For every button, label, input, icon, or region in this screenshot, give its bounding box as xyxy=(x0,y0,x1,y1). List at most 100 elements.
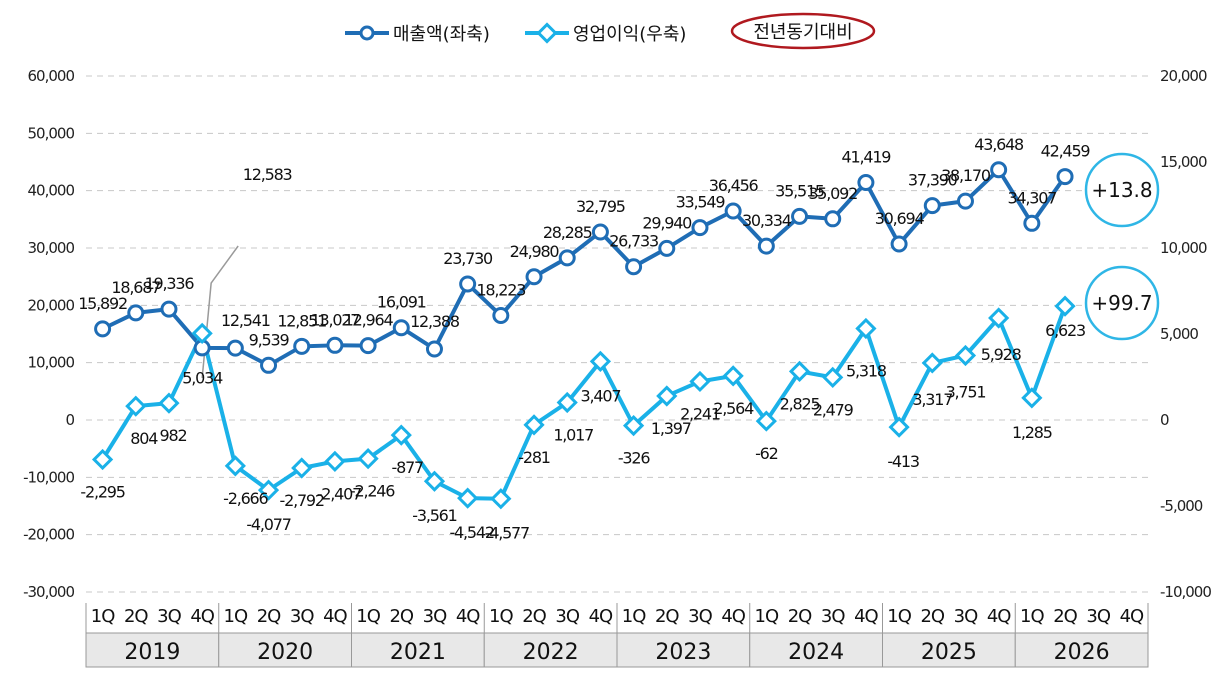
profit-data-label: 2,241 xyxy=(680,404,720,423)
profit-data-label: -4,577 xyxy=(485,524,529,543)
y-left-tick-label: 0 xyxy=(65,411,74,429)
y-left-tick-label: 50,000 xyxy=(28,124,75,142)
year-label: 2026 xyxy=(1054,640,1110,665)
legend-profit-label: 영업이익(우축) xyxy=(573,24,686,45)
revenue-data-label: 35,092 xyxy=(808,184,857,203)
revenue-data-label: 37,390 xyxy=(908,171,958,190)
revenue-point xyxy=(326,336,344,354)
profit-point xyxy=(191,322,213,345)
revenue-point xyxy=(226,339,244,357)
revenue-point xyxy=(1056,168,1074,186)
y-right-tick-label: 5,000 xyxy=(1160,325,1198,343)
year-cell xyxy=(749,632,883,668)
profit-data-label: 2,479 xyxy=(813,400,854,419)
profit-data-label: 3,407 xyxy=(581,386,621,405)
legend-revenue-marker xyxy=(359,25,375,41)
x-tick-label: 3Q xyxy=(1086,606,1110,627)
profit-point xyxy=(689,370,711,393)
revenue-point xyxy=(1023,214,1041,232)
profit-data-label: -413 xyxy=(887,452,919,471)
year-label: 2020 xyxy=(257,640,313,665)
profit-data-label: 3,751 xyxy=(946,382,986,401)
legend-item-revenue: 매출액(좌축) xyxy=(345,24,490,45)
y-left-tick-label: 40,000 xyxy=(28,182,75,200)
revenue-data-label: 43,648 xyxy=(974,135,1024,154)
profit-data-label: 6,623 xyxy=(1045,321,1085,340)
x-tick-label: 3Q xyxy=(555,606,579,627)
year-label: 2025 xyxy=(921,640,977,665)
revenue-point xyxy=(459,275,477,293)
revenue-data-label: 32,795 xyxy=(576,197,625,216)
x-tick-label: 3Q xyxy=(821,606,845,627)
profit-point xyxy=(855,317,877,340)
y-left-tick-label: -30,000 xyxy=(23,583,74,601)
year-cell xyxy=(85,632,220,668)
y-right-tick-label: -10,000 xyxy=(1160,583,1211,601)
profit-data-label: -2,792 xyxy=(280,491,324,510)
profit-point xyxy=(656,385,678,407)
profit-data-label: -2,295 xyxy=(80,482,124,501)
profit-point xyxy=(125,395,147,417)
profit-data-label: -2,407 xyxy=(317,484,361,503)
x-tick-label: 1Q xyxy=(1020,606,1044,627)
yoy-revenue-callout: +13.8 xyxy=(1084,152,1160,228)
yoy-profit-value: +99.7 xyxy=(1091,291,1152,315)
profit-point xyxy=(589,350,612,373)
revenue-data-label: 41,419 xyxy=(842,148,892,167)
left-axis-ticks: -30,000 -20,000 -10,000 0 10,000 20,000 30,000… xyxy=(23,67,75,601)
revenue-point xyxy=(658,239,676,257)
profit-data-label: -2,666 xyxy=(223,489,268,508)
year-cell xyxy=(483,632,618,668)
profit-point xyxy=(722,365,744,387)
y-right-tick-label: 10,000 xyxy=(1160,239,1207,257)
legend-revenue-label: 매출액(좌축) xyxy=(393,24,490,45)
profit-point xyxy=(490,488,512,510)
revenue-data-label: 19,336 xyxy=(145,274,195,293)
x-tick-label: 4Q xyxy=(589,606,613,627)
profit-data-label: -4,542 xyxy=(449,523,493,542)
profit-data-label: -2,246 xyxy=(350,482,395,501)
x-tick-label: 2Q xyxy=(920,606,944,627)
revenue-data-label: 42,459 xyxy=(1041,142,1091,161)
profit-point xyxy=(888,416,910,438)
profit-data-label: 1,397 xyxy=(651,419,691,438)
legend-item-profit: 영업이익(우축) xyxy=(525,22,686,45)
revenue-data-label: 30,694 xyxy=(875,209,925,228)
profit-point xyxy=(523,414,545,436)
profit-data-label: -62 xyxy=(755,444,778,463)
revenue-data-label: 28,285 xyxy=(543,223,592,242)
x-tick-label: 4Q xyxy=(721,606,745,627)
revenue-data-label: 34,307 xyxy=(1007,188,1056,207)
profit-data-label: 982 xyxy=(159,426,186,445)
revenue-data-label: 18,687 xyxy=(111,278,160,297)
x-tick-label: 4Q xyxy=(1120,606,1144,627)
legend-profit-marker xyxy=(536,22,558,44)
revenue-data-label: 12,388 xyxy=(410,312,460,331)
profit-point xyxy=(291,457,313,479)
x-tick-label: 1Q xyxy=(755,606,779,627)
x-axis: 1Q 2Q 3Q 4Q 1Q 2Q 3Q 4Q 1Q 2Q 3Q 4Q 1Q 2Q 3Q 4Q 1Q 2Q 3Q 4Q… xyxy=(85,603,1149,668)
legend-yoy-ellipse xyxy=(730,12,876,50)
x-tick-label: 3Q xyxy=(954,606,978,627)
revenue-point xyxy=(890,235,908,253)
revenue-point xyxy=(127,304,145,322)
year-label: 2022 xyxy=(523,640,579,665)
profit-data-label: 2,825 xyxy=(780,394,820,413)
x-tick-label: 2Q xyxy=(124,606,148,627)
legend: 매출액(좌축) 영업이익(우축) 전년동기대비 xyxy=(345,12,876,50)
y-left-tick-label: 20,000 xyxy=(28,296,75,314)
profit-point xyxy=(788,360,811,383)
y-left-tick-label: 10,000 xyxy=(28,354,75,372)
y-right-tick-label: 0 xyxy=(1160,411,1169,429)
revenue-data-label: 36,456 xyxy=(709,176,759,195)
revenue-point xyxy=(558,249,576,267)
profit-point xyxy=(954,344,977,367)
profit-point xyxy=(324,450,346,473)
profit-point xyxy=(158,392,180,414)
profit-data-label: 3,317 xyxy=(912,390,952,409)
profit-point xyxy=(224,455,246,477)
revenue-point xyxy=(425,340,443,358)
x-tick-label: 4Q xyxy=(456,606,480,627)
year-cell xyxy=(1014,632,1149,668)
